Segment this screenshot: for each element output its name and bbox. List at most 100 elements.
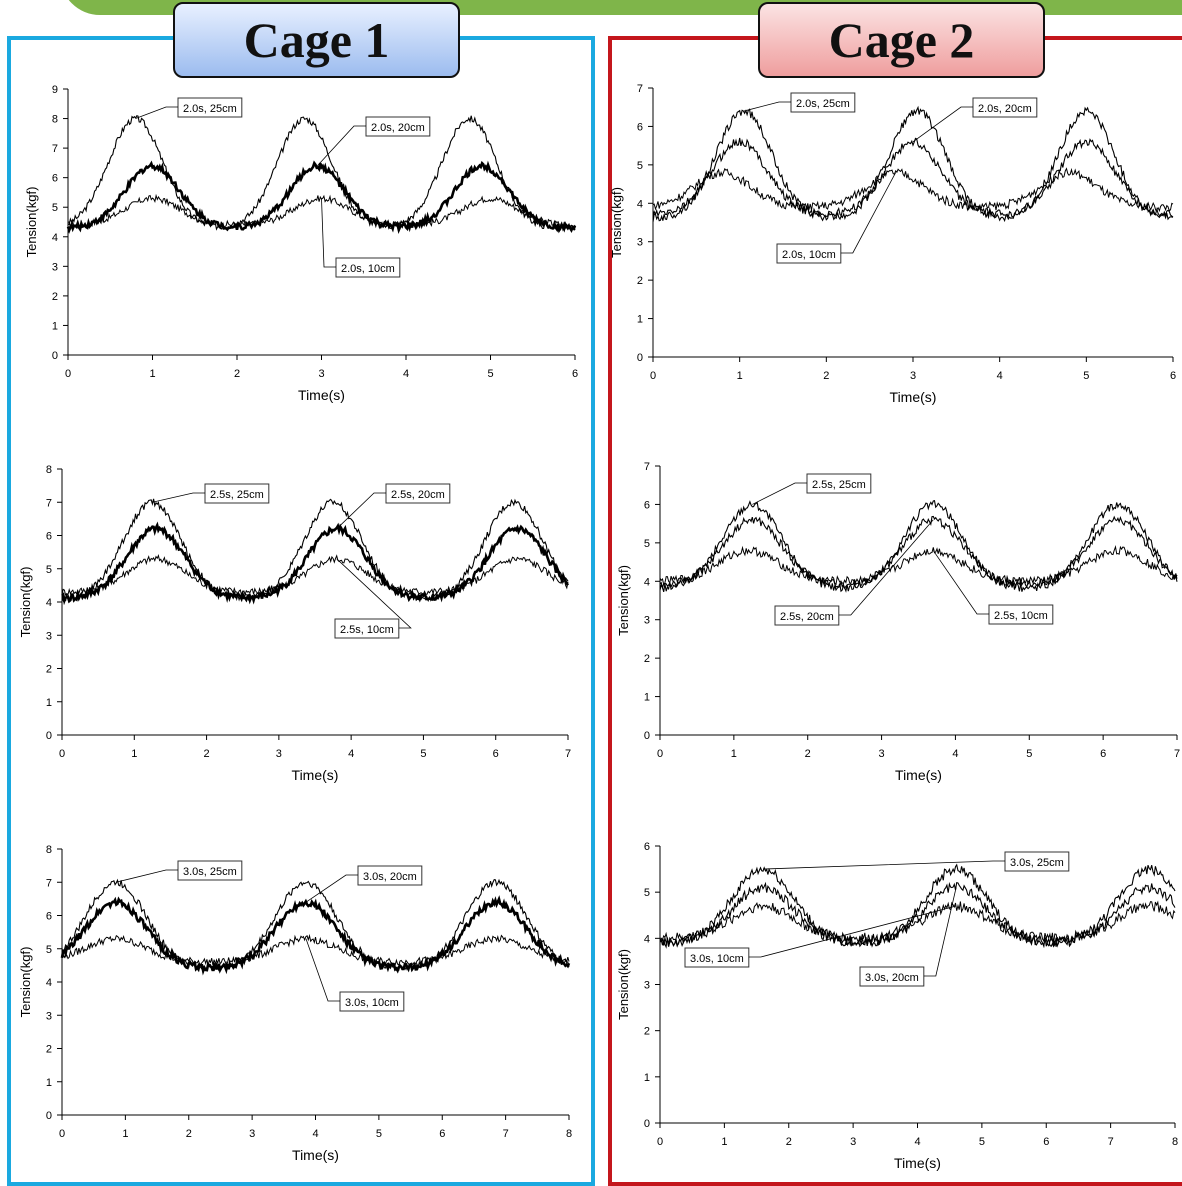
- x-axis-label: Time(s): [894, 1155, 941, 1171]
- x-tick-label: 2: [805, 748, 811, 760]
- series-label-leader: [135, 106, 178, 119]
- series-label: 3.0s, 25cm: [183, 866, 237, 878]
- series-label: 2.5s, 25cm: [812, 479, 866, 491]
- series-label-box: [1004, 851, 1070, 872]
- x-tick-label: 8: [566, 1128, 572, 1140]
- y-tick-label: 0: [637, 352, 643, 364]
- y-tick-label: 8: [52, 114, 58, 126]
- series-label: 3.0s, 25cm: [1010, 857, 1064, 869]
- x-tick-label: 6: [1170, 370, 1176, 382]
- series-label-leader: [923, 887, 957, 977]
- x-tick-label: 2: [204, 748, 210, 760]
- x-tick-label: 2: [234, 368, 240, 380]
- x-tick-label: 3: [249, 1128, 255, 1140]
- series-line-2-5s-20cm: [659, 515, 1178, 590]
- series-label: 2.5s, 10cm: [340, 624, 394, 636]
- series-label-leader: [932, 550, 989, 615]
- x-tick-label: 6: [439, 1128, 445, 1140]
- y-tick-label: 4: [46, 597, 52, 609]
- series-label-box: [335, 257, 401, 278]
- chart-cage2-period-2-0: 0 1 2 3 4 5 6 7 0 1 2 3 4 5 6 Time(s) Tension(kgf) 2.0s, …: [609, 83, 1176, 405]
- y-tick-label: 9: [52, 84, 58, 96]
- y-tick-label: 6: [644, 499, 650, 511]
- y-tick-label: 6: [46, 911, 52, 923]
- x-tick-label: 5: [979, 1136, 985, 1148]
- series-label-leader: [743, 101, 791, 112]
- y-tick-label: 1: [637, 314, 643, 326]
- y-tick-label: 3: [644, 615, 650, 627]
- x-axis-label: Time(s): [292, 1147, 339, 1163]
- y-tick-label: 8: [46, 844, 52, 856]
- series-label: 3.0s, 20cm: [865, 972, 919, 984]
- x-tick-label: 3: [318, 368, 324, 380]
- y-tick-label: 6: [637, 121, 643, 133]
- x-tick-label: 1: [149, 368, 155, 380]
- series-label: 2.5s, 10cm: [994, 610, 1048, 622]
- series-label-leader: [316, 125, 366, 167]
- series-line-3-0s-10cm: [61, 933, 570, 967]
- series-label-leader: [752, 482, 807, 505]
- series-label-leader: [115, 869, 178, 883]
- y-tick-label: 0: [644, 730, 650, 742]
- x-tick-label: 6: [493, 748, 499, 760]
- x-tick-label: 6: [1043, 1136, 1049, 1148]
- series-label-leader: [912, 106, 973, 143]
- series-label: 3.0s, 20cm: [363, 871, 417, 883]
- series-label: 2.0s, 20cm: [978, 103, 1032, 115]
- chart-cage2-period-3-0: 0 1 2 3 4 5 6 0 1 2 3 4 5 6 7 8 Time(s) Tension(kgf) 3.0s,…: [616, 841, 1178, 1171]
- series-label-box: [339, 991, 405, 1012]
- x-tick-label: 3: [850, 1136, 856, 1148]
- series-label: 2.0s, 25cm: [796, 98, 850, 110]
- x-tick-label: 6: [572, 368, 578, 380]
- x-tick-label: 5: [420, 748, 426, 760]
- y-tick-label: 7: [637, 83, 643, 95]
- y-tick-label: 5: [644, 538, 650, 550]
- y-axis-label: Tension(kgf): [609, 187, 624, 258]
- y-tick-label: 0: [52, 350, 58, 362]
- series-label-leader: [336, 492, 386, 530]
- y-axis-label: Tension(kgf): [616, 565, 631, 636]
- series-label-box: [988, 604, 1054, 625]
- series-label-box: [177, 97, 243, 118]
- y-axis-label: Tension(kgf): [24, 187, 39, 258]
- x-tick-label: 3: [879, 748, 885, 760]
- x-tick-label: 2: [786, 1136, 792, 1148]
- y-tick-label: 4: [644, 933, 650, 945]
- x-tick-label: 5: [1026, 748, 1032, 760]
- y-tick-label: 0: [644, 1118, 650, 1130]
- y-tick-label: 2: [644, 1026, 650, 1038]
- y-tick-label: 6: [52, 173, 58, 185]
- series-label-leader: [305, 938, 340, 1002]
- y-tick-label: 0: [46, 730, 52, 742]
- y-tick-label: 1: [46, 697, 52, 709]
- series-line-2-0s-25cm: [652, 105, 1174, 223]
- y-tick-label: 1: [52, 320, 58, 332]
- x-tick-label: 4: [952, 748, 958, 760]
- series-line-2-0s-20cm: [66, 160, 577, 235]
- y-tick-label: 7: [46, 877, 52, 889]
- series-label-box: [776, 243, 842, 264]
- x-tick-label: 7: [1174, 748, 1180, 760]
- x-axis-label: Time(s): [298, 387, 345, 403]
- series-label-box: [334, 618, 400, 639]
- chart-cage2-period-2-5: 0 1 2 3 4 5 6 7 0 1 2 3 4 5 6 7 Time(s) Tension(kgf) 2.5s,…: [616, 461, 1180, 783]
- x-tick-label: 4: [914, 1136, 920, 1148]
- cage-1-title: Cage 1: [173, 2, 460, 78]
- y-tick-label: 8: [46, 464, 52, 476]
- series-label-box: [204, 483, 270, 504]
- series-line-3-0s-25cm: [659, 863, 1176, 949]
- series-label: 3.0s, 10cm: [345, 997, 399, 1009]
- x-tick-label: 3: [276, 748, 282, 760]
- series-label-box: [774, 605, 840, 626]
- x-tick-label: 5: [376, 1128, 382, 1140]
- series-label-box: [684, 947, 750, 968]
- series-label-leader: [840, 172, 897, 254]
- y-tick-label: 5: [644, 887, 650, 899]
- series-label: 2.5s, 25cm: [210, 489, 264, 501]
- series-label: 2.0s, 10cm: [782, 249, 836, 261]
- x-tick-label: 3: [910, 370, 916, 382]
- series-line-3-0s-20cm: [659, 881, 1176, 948]
- x-tick-label: 1: [721, 1136, 727, 1148]
- series-label-box: [357, 865, 423, 886]
- y-tick-label: 7: [644, 461, 650, 473]
